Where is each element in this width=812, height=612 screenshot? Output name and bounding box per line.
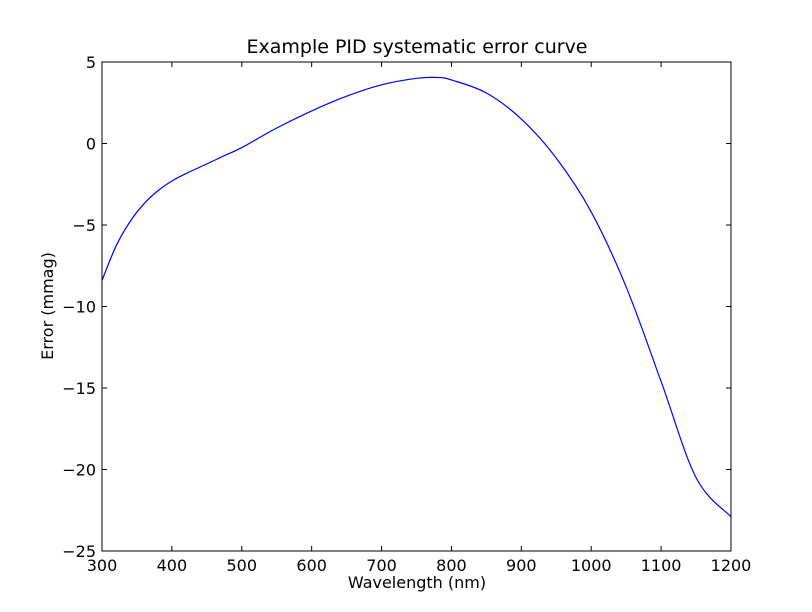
- x-tick-label: 600: [296, 556, 327, 575]
- x-axis-ticks: 300 400 500 600 700 800 900 1000 1100 1200: [87, 62, 752, 575]
- x-tick-label: 1100: [641, 556, 682, 575]
- x-tick-label: 300: [87, 556, 118, 575]
- x-axis-label: Wavelength (nm): [348, 573, 486, 592]
- series-line-0: [101, 76, 732, 518]
- curve-layer: [101, 76, 732, 518]
- chart-title: Example PID systematic error curve: [246, 36, 587, 58]
- y-tick-label: 5: [86, 53, 96, 72]
- x-tick-label: 900: [506, 556, 537, 575]
- x-tick-label: 700: [366, 556, 397, 575]
- y-tick-label: −15: [62, 379, 96, 398]
- x-tick-label: 400: [157, 556, 188, 575]
- y-axis-ticks: 5 0 −5 −10 −15 −20 −25: [62, 53, 731, 561]
- x-tick-label: 800: [436, 556, 467, 575]
- y-tick-label: −5: [72, 216, 96, 235]
- x-tick-label: 500: [227, 556, 258, 575]
- y-axis-label: Error (mmag): [38, 252, 57, 360]
- y-tick-label: −25: [62, 542, 96, 561]
- x-tick-label: 1000: [571, 556, 612, 575]
- y-tick-label: 0: [86, 135, 96, 154]
- y-tick-label: −20: [62, 461, 96, 480]
- y-tick-label: −10: [62, 298, 96, 317]
- x-tick-label: 1200: [711, 556, 752, 575]
